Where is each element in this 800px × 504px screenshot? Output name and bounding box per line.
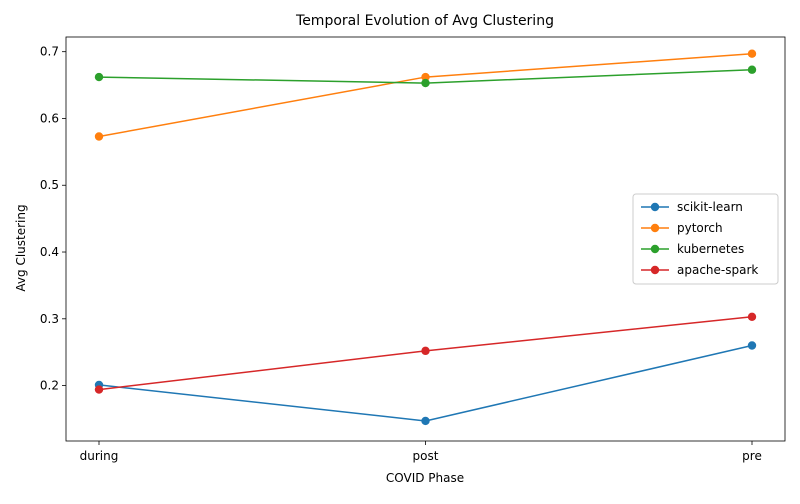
x-tick-label: during bbox=[80, 449, 119, 463]
y-tick-label: 0.5 bbox=[40, 178, 59, 192]
chart-title: Temporal Evolution of Avg Clustering bbox=[295, 13, 554, 29]
legend-label-apache-spark: apache-spark bbox=[677, 263, 758, 277]
data-point-apache-spark-pre bbox=[747, 312, 757, 321]
y-tick-label: 0.4 bbox=[40, 245, 59, 259]
y-tick-label: 0.2 bbox=[40, 379, 59, 393]
series-line-scikit-learn bbox=[98, 344, 753, 422]
x-tick-label: pre bbox=[742, 449, 762, 463]
y-tick-label: 0.7 bbox=[40, 45, 59, 59]
y-axis-label: Avg Clustering bbox=[14, 204, 28, 291]
legend-label-scikit-learn: scikit-learn bbox=[677, 200, 743, 214]
x-tick-label: post bbox=[413, 449, 439, 463]
data-point-pytorch-post bbox=[421, 72, 430, 82]
data-point-pytorch-pre bbox=[747, 49, 757, 58]
plot-area: during post pre 0.2 0.3 0.4 0.5 0.6 0.7 bbox=[40, 36, 786, 463]
legend-marker-scikit-learn bbox=[650, 202, 660, 212]
legend-label-kubernetes: kubernetes bbox=[677, 242, 744, 256]
legend-box bbox=[632, 193, 779, 285]
series-line-pytorch bbox=[98, 52, 753, 138]
y-tick-label: 0.6 bbox=[40, 111, 59, 125]
legend: scikit-learn pytorch kubernetes apache-spar… bbox=[632, 193, 779, 285]
x-axis-label: COVID Phase bbox=[386, 471, 464, 485]
data-point-scikit-learn-pre bbox=[747, 341, 757, 350]
data-point-kubernetes-pre bbox=[747, 65, 757, 74]
data-point-apache-spark-post bbox=[421, 346, 430, 356]
data-point-kubernetes-post bbox=[421, 78, 430, 88]
legend-marker-apache-spark bbox=[650, 265, 660, 275]
data-point-apache-spark-during bbox=[94, 385, 104, 394]
data-point-pytorch-during bbox=[94, 132, 104, 141]
legend-marker-pytorch bbox=[650, 223, 660, 233]
y-tick-label: 0.3 bbox=[40, 312, 59, 326]
legend-label-pytorch: pytorch bbox=[677, 221, 723, 235]
data-point-scikit-learn-post bbox=[421, 416, 430, 426]
legend-marker-kubernetes bbox=[650, 244, 660, 254]
data-point-kubernetes-during bbox=[94, 72, 104, 82]
